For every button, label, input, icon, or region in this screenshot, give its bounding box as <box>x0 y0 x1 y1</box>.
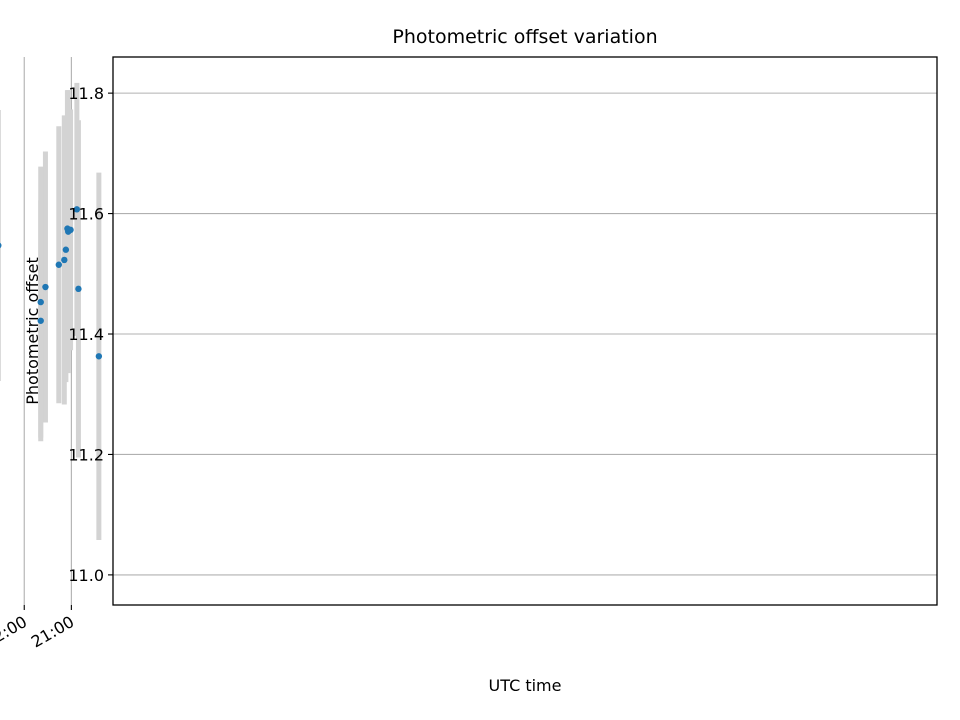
chart-title: Photometric offset variation <box>392 26 657 48</box>
y-tick-label: 11.0 <box>68 566 104 585</box>
y-tick-label: 11.4 <box>68 325 104 344</box>
data-point <box>42 283 49 291</box>
data-point <box>73 206 81 213</box>
y-axis-title: Photometric offset <box>23 257 42 405</box>
y-tick-label: 11.8 <box>68 84 104 103</box>
y-tick-label: 11.2 <box>68 445 104 464</box>
plot-frame <box>112 56 938 606</box>
data-point <box>95 353 103 360</box>
data-points <box>0 206 103 360</box>
data-point <box>0 243 1 248</box>
data-point <box>62 246 70 253</box>
grid <box>23 57 937 605</box>
data-point <box>75 285 82 293</box>
data-point <box>37 317 44 324</box>
y-tick-label: 11.6 <box>68 205 104 224</box>
data-point <box>64 225 71 232</box>
data-point <box>55 261 62 268</box>
data-point <box>37 298 44 306</box>
data-point <box>61 256 68 264</box>
x-axis-title: UTC time <box>489 676 562 695</box>
